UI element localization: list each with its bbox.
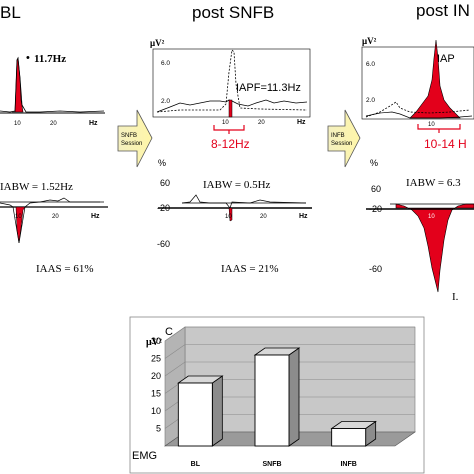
snfb-session-arrow: SNFB Session [117,109,153,168]
panel-c-bar-side [211,375,223,447]
snfb-iapf-label: IAPF=11.3Hz [236,82,301,94]
bl-spectrum-panel: 11.7Hz • 10 20 Hz [0,52,105,127]
panel-c-gridline [164,361,415,377]
title-post-snfb: post SNFB [192,3,274,22]
bl-reactivity-xtick-10: 10 [15,214,22,220]
panel-c-bar [331,428,367,447]
panel-c-gridline [164,326,415,342]
infb-arrow-line1: INFB [331,133,345,139]
bl-spectrum-red-band [12,56,24,113]
snfb-spectrum-xtick-20: 20 [258,120,265,126]
snfb-reactivity-ytick-neg20: -20 [157,203,170,213]
infb-spectrum-ylabel: μV² [362,36,377,46]
infb-session-arrow: INFB Session [327,109,361,168]
panel-c-category-label: INFB [340,461,356,468]
infb-spectrum-dashed-line [365,101,471,118]
bl-spectrum-line [0,56,105,113]
infb-iaas-label-partial: I. [452,291,459,303]
bl-iaas-label: IAAS = 61% [36,263,94,275]
bl-spectrum-peak-label: 11.7Hz [34,53,66,65]
snfb-reactivity-xlabel: Hz [299,213,308,220]
infb-reactivity-ytick-60: 60 [371,184,381,194]
infb-band-label: 10-14 H [424,137,467,151]
panel-c-bar [177,382,213,447]
snfb-iabw-label: IABW = 0.5Hz [203,179,271,191]
bl-reactivity-xlabel: Hz [91,213,100,220]
bl-reactivity-red-area [13,206,26,244]
snfb-spectrum-xlabel: Hz [297,119,306,126]
snfb-reactivity-panel: % 60 IABW = 0.5Hz -20 10 20 Hz -60 IAAS … [157,158,312,275]
snfb-reactivity-xtick-20: 20 [260,214,267,220]
infb-band-bracket [417,124,461,133]
bl-spectrum-xtick-20: 20 [50,121,57,127]
infb-spectrum-red-area [409,39,461,119]
bl-spectrum-peak-dot: • [26,52,30,64]
panel-c-bar-side [288,347,300,447]
panel-c-bar-chart: C μV² EMG 30 25 20 15 10 5 BL SNFB INFB [129,316,425,474]
panel-c-ytick-label: 20 [151,371,161,381]
snfb-reactivity-line [181,194,307,209]
panel-c-bar [254,354,290,447]
panel-c-ytick-label: 5 [156,424,161,434]
snfb-reactivity-ytick-60: 60 [160,178,170,188]
snfb-reactivity-ytick-neg60: -60 [157,239,170,249]
panel-c-ytick-label: 15 [151,389,161,399]
snfb-spectrum-red-band [228,99,233,118]
panel-c-ytick-label: 10 [151,406,161,416]
infb-reactivity-ytick-neg60: -60 [369,264,382,274]
panel-c-label: C [165,326,173,338]
bl-spectrum-xtick-10: 10 [14,121,21,127]
panel-c-gridline [164,344,415,359]
snfb-spectrum-ytick-2: 2.0 [161,98,170,105]
snfb-spectrum-ylabel: μV² [150,38,165,48]
panel-c-category-label: BL [191,461,201,468]
infb-spectrum-ytick-2: 2.0 [366,97,375,104]
bl-reactivity-panel: IABW = 1.52Hz 10 20 Hz IAAS = 61% [0,181,108,275]
infb-spectrum-xtick-10: 10 [428,122,435,128]
infb-spectrum-solid-line [365,111,473,119]
title-bl: BL [0,3,21,22]
snfb-reactivity-xtick-10: 10 [225,214,232,220]
bl-spectrum-xlabel: Hz [89,120,98,127]
infb-iap-label: IAP [437,53,455,65]
snfb-band-label: 8-12Hz [211,137,250,151]
panel-c-axis-label: EMG [132,450,157,462]
infb-reactivity-ytick-neg20: -20 [369,204,382,214]
snfb-reactivity-red-area [228,207,233,222]
panel-c-ytick-label: 30 [151,336,161,346]
infb-reactivity-xtick-10: 10 [428,214,435,220]
infb-reactivity-ylabel: % [370,158,378,168]
snfb-reactivity-ylabel: % [158,158,166,168]
infb-iabw-label: IABW = 6.3 [406,177,461,189]
panel-c-ytick-label: 25 [151,354,161,364]
title-post-infb: post IN [416,1,470,20]
bl-reactivity-line [0,197,100,244]
infb-arrow-line2: Session [331,141,352,147]
snfb-arrow-line2: Session [121,141,142,147]
bl-iabw-label: IABW = 1.52Hz [0,181,73,193]
panel-c-ylabel: μV² [146,337,162,348]
bl-reactivity-xtick-20: 20 [52,214,59,220]
snfb-spectrum-ytick-6: 6.0 [161,60,170,67]
snfb-spectrum-panel: μV² 6.0 2.0 IAPF=11.3Hz 10 20 Hz 8-12Hz [150,38,311,151]
infb-spectrum-panel: μV² 6.0 2.0 IAP 10 10-14 H [361,36,474,151]
infb-reactivity-panel: % 60 IABW = 6.3 -20 10 -60 I. [366,158,474,303]
snfb-iaas-label: IAAS = 21% [221,263,279,275]
snfb-band-bracket [213,125,245,134]
snfb-spectrum-dashed-line [156,49,308,113]
panel-c-category-label: SNFB [262,461,281,468]
snfb-arrow-line1: SNFB [121,133,137,139]
infb-spectrum-ytick-6: 6.0 [366,61,375,68]
infb-reactivity-red-area [395,203,474,293]
snfb-spectrum-xtick-10: 10 [222,120,229,126]
infb-spectrum-frame [361,46,474,120]
